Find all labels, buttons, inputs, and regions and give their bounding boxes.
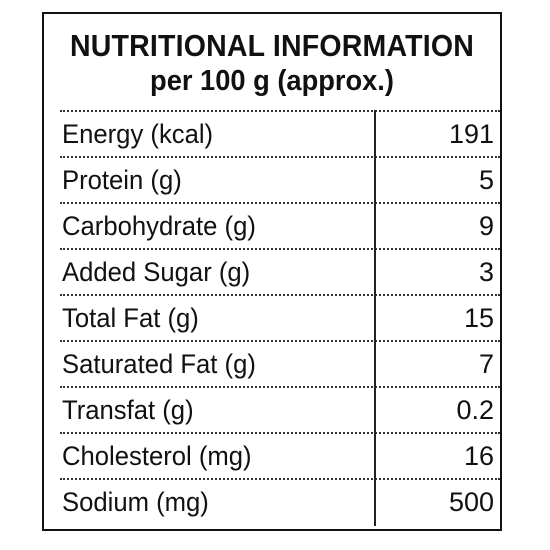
nutrient-value: 0.2: [456, 395, 494, 425]
table-row: Cholesterol (mg) 16: [60, 432, 500, 478]
table-row: Total Fat (g) 15: [60, 294, 500, 340]
nutrient-name: Total Fat (g): [62, 303, 199, 333]
nutrient-name: Protein (g): [62, 165, 182, 195]
label-header: NUTRITIONAL INFORMATION per 100 g (appro…: [44, 14, 500, 112]
table-row: Sodium (mg) 500: [60, 478, 500, 524]
table-row: Carbohydrate (g) 9: [60, 202, 500, 248]
table-row: Energy (kcal) 191: [60, 110, 500, 156]
nutrient-value: 7: [478, 349, 494, 379]
label-subtitle: per 100 g (approx.): [150, 65, 394, 97]
nutrient-value: 9: [478, 211, 494, 241]
column-divider: [374, 110, 376, 526]
nutrient-value: 3: [478, 257, 494, 287]
nutrient-name: Cholesterol (mg): [62, 441, 252, 471]
nutrient-name: Added Sugar (g): [62, 257, 251, 287]
nutrient-name: Saturated Fat (g): [62, 349, 256, 379]
nutrition-table: Energy (kcal) 191 Protein (g) 5 Carbohyd…: [60, 110, 500, 528]
nutrition-label: NUTRITIONAL INFORMATION per 100 g (appro…: [42, 12, 502, 531]
nutrient-value: 16: [463, 441, 494, 471]
table-row: Transfat (g) 0.2: [60, 386, 500, 432]
nutrient-value: 15: [463, 303, 494, 333]
nutrient-value: 191: [448, 119, 494, 149]
nutrient-value: 500: [448, 487, 494, 517]
table-row: Added Sugar (g) 3: [60, 248, 500, 294]
nutrient-name: Transfat (g): [62, 395, 194, 425]
label-title: NUTRITIONAL INFORMATION: [69, 28, 474, 63]
nutrient-name: Carbohydrate (g): [62, 211, 256, 241]
nutrient-name: Sodium (mg): [62, 487, 209, 517]
nutrient-name: Energy (kcal): [62, 119, 214, 149]
table-row: Saturated Fat (g) 7: [60, 340, 500, 386]
nutrient-value: 5: [478, 165, 494, 195]
table-row: Protein (g) 5: [60, 156, 500, 202]
